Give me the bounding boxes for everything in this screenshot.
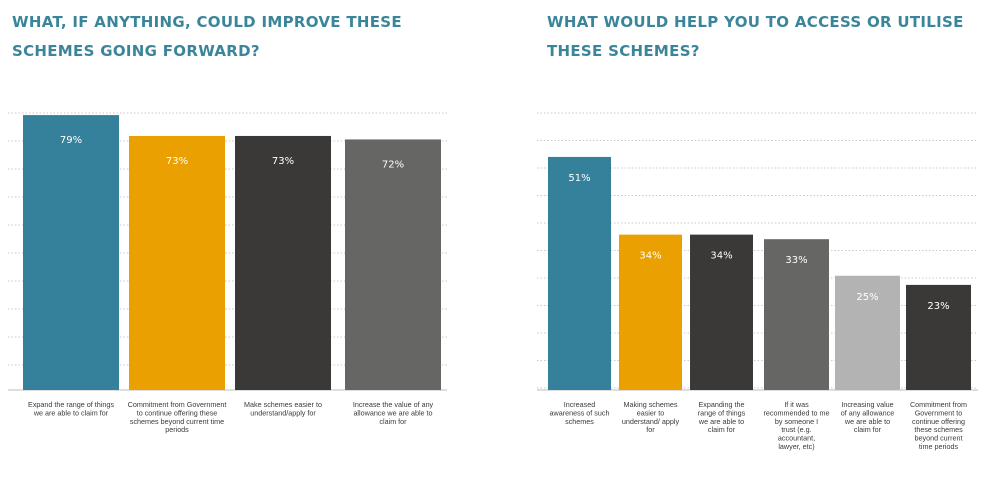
right-bar-value-label: 34% <box>710 251 732 262</box>
right-bar-value-label: 25% <box>856 292 878 303</box>
right-bar-5 <box>835 275 900 390</box>
left-chart-title: WHAT, IF ANYTHING, COULD IMPROVE THESE S… <box>12 13 402 60</box>
right-bar-6 <box>906 284 971 390</box>
right-bar-value-label: 51% <box>568 173 590 184</box>
left-bar-1 <box>23 115 119 390</box>
right-bar-3 <box>690 234 753 390</box>
left-bar-value-label: 72% <box>382 159 404 170</box>
right-bar-2 <box>619 234 682 390</box>
left-category-label: Expand the range of things we are able to… <box>28 400 114 417</box>
right-category-label: Increased awareness of such schemes <box>550 400 610 426</box>
right-bar-value-label: 33% <box>785 255 807 266</box>
right-bar-1 <box>548 156 611 390</box>
right-bar-4 <box>764 239 829 390</box>
left-bar-value-label: 79% <box>60 135 82 146</box>
left-bar-4 <box>345 139 441 390</box>
right-bar-value-label: 23% <box>927 301 949 312</box>
left-category-label: Increase the value of any allowance we ar… <box>353 400 434 426</box>
right-category-label: Increasing value of any allowance we are a… <box>841 400 895 434</box>
left-bar-value-label: 73% <box>272 156 294 167</box>
left-category-label: Commitment from Government to continue of… <box>128 400 227 434</box>
left-bar-2 <box>129 135 225 390</box>
right-bar-value-label: 34% <box>639 251 661 262</box>
right-category-label: Making schemes easier to understand/ apply… <box>622 400 680 434</box>
left-category-label: Make schemes easier to understand/apply f… <box>244 400 322 417</box>
right-chart-title: WHAT WOULD HELP YOU TO ACCESS OR UTILISE… <box>547 13 964 60</box>
left-bar-3 <box>235 135 331 390</box>
left-bar-value-label: 73% <box>166 156 188 167</box>
right-category-label: Commitment from Government to continue off… <box>910 400 967 451</box>
right-category-label: Expanding the range of things we are able … <box>698 400 746 434</box>
